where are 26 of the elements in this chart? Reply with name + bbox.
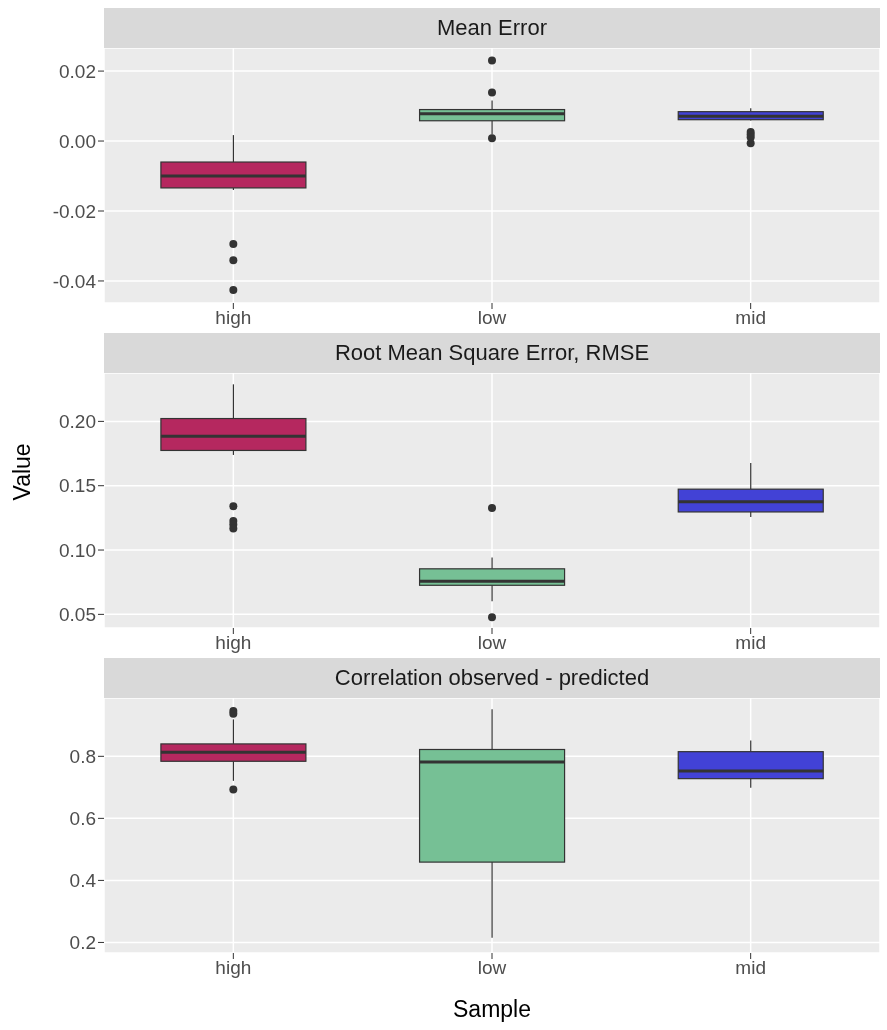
x-tick-label: mid xyxy=(735,632,766,654)
y-tick-label: 0.00 xyxy=(59,130,96,152)
y-tick-label: -0.02 xyxy=(52,200,96,222)
y-tick-label: 0.05 xyxy=(59,604,96,626)
x-tick-label: high xyxy=(215,957,252,979)
y-tick-label: 0.8 xyxy=(69,746,96,768)
y-tick-label: 0.20 xyxy=(59,411,96,433)
y-tick-label: 0.2 xyxy=(69,932,96,954)
x-tick-label: high xyxy=(215,307,252,329)
chart-title: Correlation observed - predicted xyxy=(104,658,880,698)
x-tick-label: mid xyxy=(735,957,766,979)
y-tick-label: 0.6 xyxy=(69,808,96,830)
y-tick-label: 0.4 xyxy=(69,870,97,892)
x-tick-label: low xyxy=(477,307,507,329)
x-tick-label: mid xyxy=(735,307,766,329)
y-tick-label: 0.10 xyxy=(59,539,96,561)
chart-title: Root Mean Square Error, RMSE xyxy=(104,333,880,373)
y-tick-label: -0.04 xyxy=(52,270,97,292)
y-axis-title: Value xyxy=(9,443,36,501)
x-tick-label: low xyxy=(477,957,507,979)
y-tick-label: 0.02 xyxy=(59,60,96,82)
x-tick-label: low xyxy=(477,632,507,654)
y-tick-label: 0.15 xyxy=(59,475,96,497)
x-tick-label: high xyxy=(215,632,252,654)
chart-title: Mean Error xyxy=(104,8,880,48)
x-axis-title: Sample xyxy=(453,996,531,1022)
